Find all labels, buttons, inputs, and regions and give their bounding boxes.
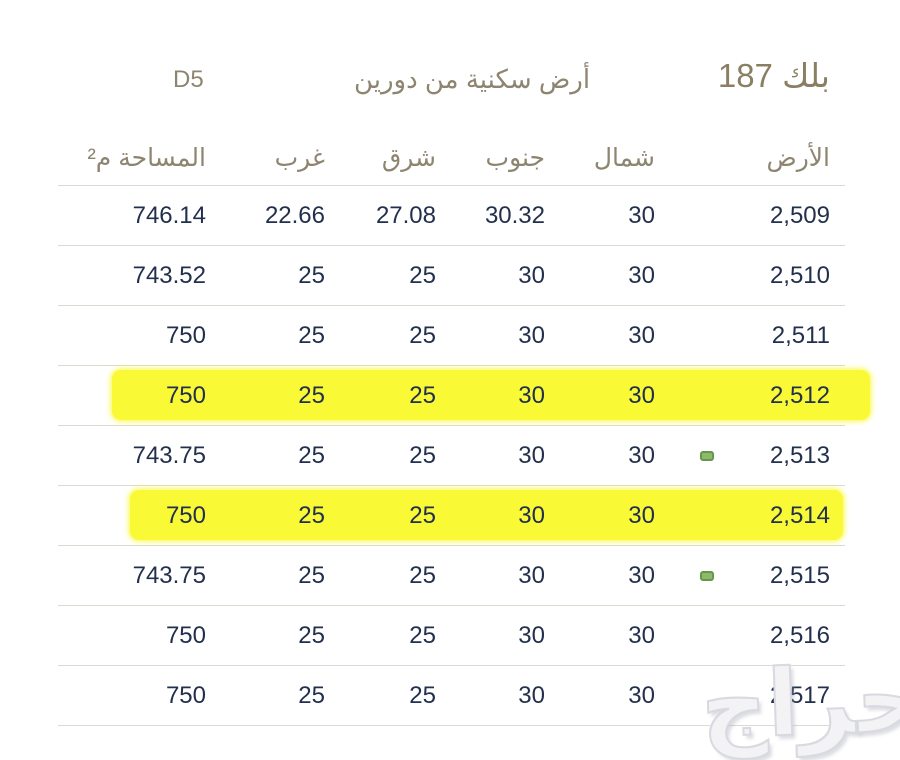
cell-north: 30 [628,621,655,649]
cell-east: 25 [409,381,436,409]
cell-south: 30 [518,261,545,289]
column-header-south: جنوب [485,143,545,172]
highlight-bar [112,370,870,420]
cell-south: 30 [518,441,545,469]
cell-west: 25 [298,261,325,289]
cell-east: 27.08 [375,201,436,229]
cell-south: 30 [518,501,545,529]
cell-south: 30 [518,561,545,589]
table-header: الأرض شمال جنوب شرق غرب المساحة م² [58,130,845,186]
column-header-area: المساحة م² [87,143,206,172]
cell-east: 25 [409,501,436,529]
table-body: 2,509 30 30.32 27.08 22.66 746.14 2,510 … [58,186,870,726]
cell-area: 750 [165,681,206,709]
cell-south: 30 [518,621,545,649]
table-row: 2,509 30 30.32 27.08 22.66 746.14 [58,186,845,246]
cell-north: 30 [628,381,655,409]
table-row: 2,517 30 30 25 25 750 [58,666,845,726]
cell-area: 743.75 [132,561,206,589]
green-dot [700,450,714,461]
green-dot [700,570,714,581]
table-row: 2,511 30 30 25 25 750 [58,306,845,366]
cell-land: 2,510 [769,261,830,289]
cell-north: 30 [628,201,655,229]
cell-north: 30 [628,261,655,289]
table-row: 2,516 30 30 25 25 750 [58,606,845,666]
cell-area: 750 [165,621,206,649]
cell-north: 30 [628,681,655,709]
column-header-land: الأرض [766,143,830,172]
cell-land: 2,509 [769,201,830,229]
cell-area: 750 [165,501,206,529]
cell-west: 25 [298,681,325,709]
column-header-west: غرب [274,143,325,172]
cell-east: 25 [409,321,436,349]
cell-south: 30 [518,381,545,409]
plan-code: D5 [173,66,204,93]
cell-south: 30 [518,681,545,709]
cell-land: 2,512 [769,381,830,409]
cell-south: 30 [518,321,545,349]
cell-east: 25 [409,621,436,649]
cell-land: 2,514 [769,501,830,529]
cell-area: 750 [165,381,206,409]
cell-west: 25 [298,381,325,409]
cell-land: 2,511 [771,321,830,349]
cell-east: 25 [409,561,436,589]
cell-west: 25 [298,561,325,589]
cell-west: 25 [298,321,325,349]
cell-land: 2,513 [670,442,845,470]
highlight-bar [130,490,843,540]
cell-west: 25 [298,621,325,649]
cell-north: 30 [628,321,655,349]
cell-land: 2,515 [670,562,845,590]
cell-land: 2,516 [769,621,830,649]
table-row: 2,512 30 30 25 25 750 [58,366,870,426]
cell-north: 30 [628,561,655,589]
column-header-east: شرق [381,143,436,172]
header: بلك 187 أرض سكنية من دورين D5 [58,54,845,110]
cell-north: 30 [628,501,655,529]
page-root: بلك 187 أرض سكنية من دورين D5 الأرض شمال… [58,54,900,759]
plots-table: الأرض شمال جنوب شرق غرب المساحة م² 2,509… [58,130,870,726]
subtitle: أرض سكنية من دورين [353,64,591,94]
cell-west: 22.66 [264,201,325,229]
table-row: 2,510 30 30 25 25 743.52 [58,246,845,306]
table-row: 2,514 30 30 25 25 750 [58,486,845,546]
block-title: بلك 187 [717,57,830,94]
cell-area: 743.52 [132,261,206,289]
cell-area: 746.14 [132,201,206,229]
cell-area: 750 [165,321,206,349]
column-header-north: شمال [593,143,655,172]
cell-north: 30 [628,441,655,469]
cell-east: 25 [409,261,436,289]
cell-east: 25 [409,441,436,469]
cell-south: 30.32 [484,201,545,229]
cell-west: 25 [298,501,325,529]
cell-area: 743.75 [132,441,206,469]
cell-west: 25 [298,441,325,469]
cell-east: 25 [409,681,436,709]
table-row: 2,515 30 30 25 25 743.75 [58,546,845,606]
table-row: 2,513 30 30 25 25 743.75 [58,426,845,486]
cell-land: 2,517 [769,681,830,709]
